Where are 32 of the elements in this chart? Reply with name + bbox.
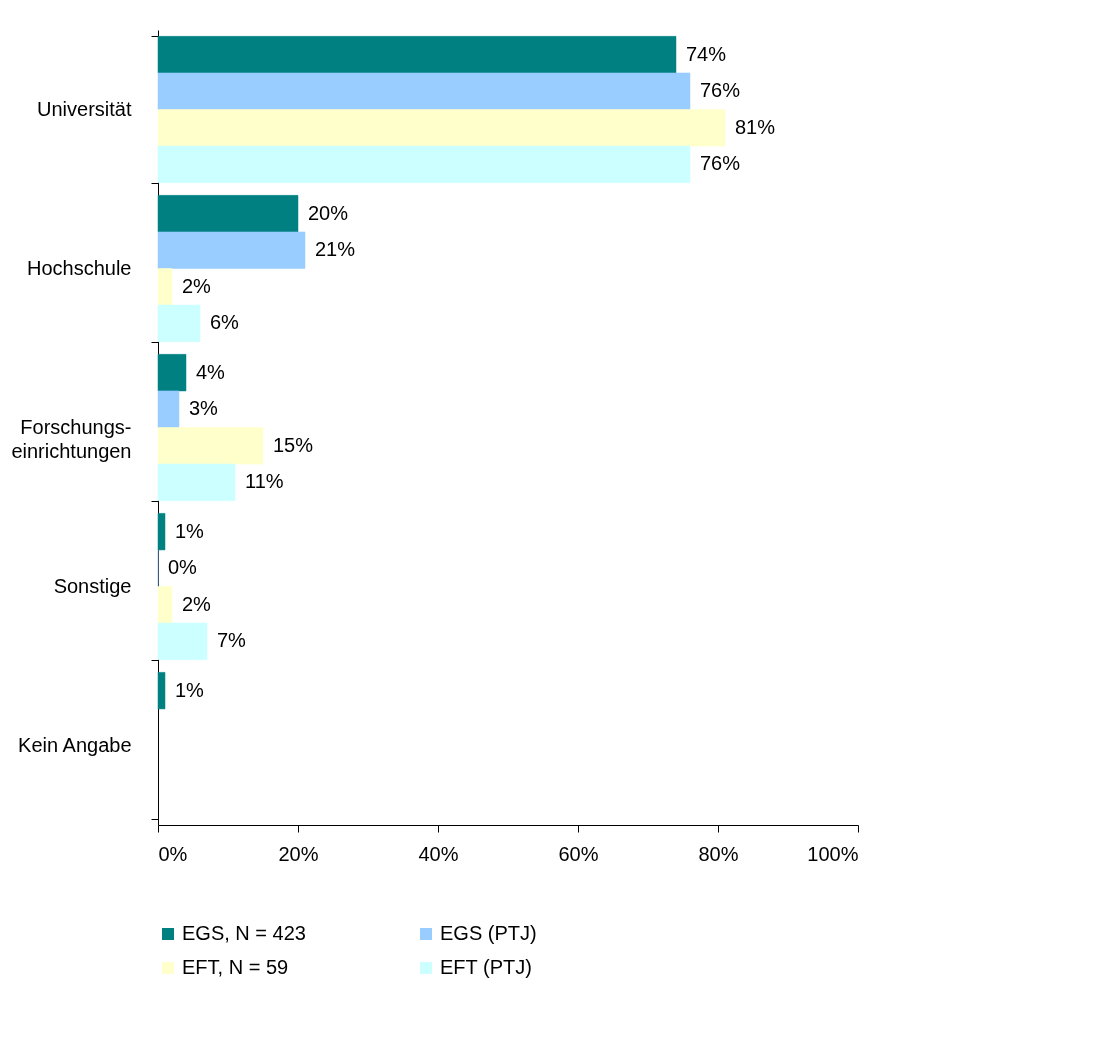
- x-tick-label: 80%: [698, 842, 739, 865]
- data-label: 20%: [308, 201, 349, 224]
- data-label: 76%: [700, 152, 741, 175]
- data-label: 7%: [217, 629, 247, 652]
- y-tick-label: Kein Angabe: [18, 734, 132, 756]
- y-tick-label: Hochschule: [26, 257, 132, 279]
- x-tick-label: 0%: [158, 842, 188, 865]
- data-label: 21%: [315, 238, 356, 261]
- y-tick-label: Universität: [37, 98, 132, 120]
- y-tick-label: Sonstige: [53, 575, 132, 597]
- legend-label: EGS, N = 423: [182, 922, 306, 944]
- data-label: 0%: [168, 556, 198, 579]
- legend-label: EFT, N = 59: [182, 956, 289, 978]
- data-label: 81%: [735, 115, 776, 138]
- data-label: 6%: [210, 311, 240, 334]
- legend-label: EFT (PTJ): [440, 956, 532, 978]
- x-tick-label: 20%: [278, 842, 319, 865]
- data-label: 11%: [245, 470, 284, 493]
- data-label: 1%: [175, 519, 205, 542]
- legend-label: EGS (PTJ): [440, 922, 537, 944]
- data-label: 2%: [182, 274, 212, 297]
- data-label: 15%: [273, 433, 314, 456]
- y-tick-label: Forschungs- einrichtungen: [11, 416, 132, 462]
- data-label: 4%: [196, 360, 226, 383]
- x-tick-label: 100%: [807, 842, 859, 865]
- data-label: 2%: [182, 592, 212, 615]
- x-tick-label: 60%: [558, 842, 599, 865]
- x-tick-label: 40%: [418, 842, 459, 865]
- data-label: 1%: [175, 678, 205, 701]
- data-label: 76%: [700, 79, 741, 102]
- data-label: 3%: [189, 397, 219, 420]
- data-label: 74%: [686, 42, 727, 65]
